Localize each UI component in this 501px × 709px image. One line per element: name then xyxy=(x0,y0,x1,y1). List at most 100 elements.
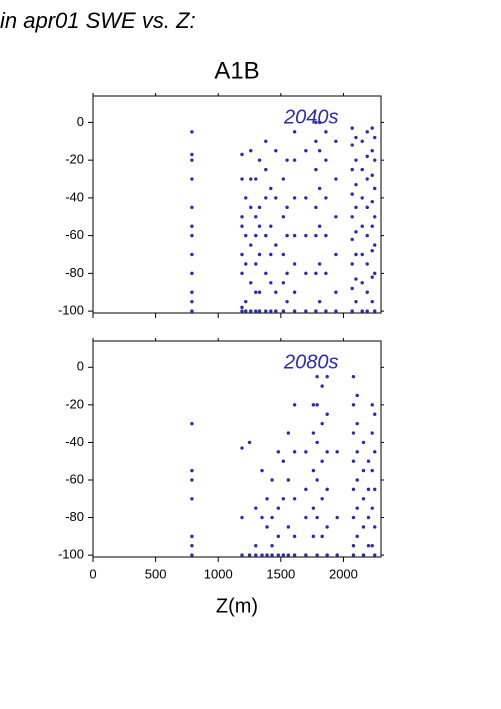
point xyxy=(370,544,374,548)
x-tick-label: 2000 xyxy=(329,566,358,581)
point xyxy=(354,135,358,140)
point xyxy=(373,412,377,416)
point xyxy=(314,205,318,210)
point xyxy=(254,215,258,219)
point xyxy=(373,309,377,313)
y-tick-label: 0 xyxy=(77,359,84,374)
point xyxy=(350,286,354,291)
point xyxy=(324,130,328,134)
point xyxy=(354,252,358,257)
point xyxy=(264,233,268,238)
point xyxy=(257,205,262,210)
point xyxy=(350,192,354,196)
point xyxy=(286,525,291,529)
point xyxy=(190,299,194,304)
point xyxy=(334,177,338,181)
point xyxy=(304,233,308,238)
point xyxy=(365,309,369,313)
point xyxy=(257,309,262,313)
point xyxy=(350,126,354,130)
point xyxy=(254,262,258,266)
point xyxy=(365,154,369,159)
point xyxy=(190,468,194,473)
point xyxy=(240,152,244,157)
point xyxy=(264,271,268,276)
point xyxy=(370,224,374,228)
point xyxy=(370,173,374,177)
point xyxy=(292,553,297,557)
plot-frame xyxy=(92,340,382,558)
point xyxy=(270,544,274,548)
point xyxy=(373,271,377,276)
point xyxy=(244,262,248,266)
point xyxy=(285,299,289,304)
point xyxy=(311,534,316,539)
point xyxy=(317,149,322,153)
point xyxy=(281,215,286,219)
point xyxy=(317,224,322,228)
point xyxy=(370,149,374,153)
point xyxy=(360,196,364,200)
point xyxy=(350,215,354,219)
point xyxy=(190,177,194,181)
point xyxy=(190,544,194,548)
x-tick-label: 0 xyxy=(89,566,96,581)
point xyxy=(315,403,319,407)
point xyxy=(249,309,253,313)
point xyxy=(315,553,319,557)
y-tick-label: -100 xyxy=(58,547,84,562)
point xyxy=(355,450,359,454)
point xyxy=(361,497,366,501)
x-tick-label: 1000 xyxy=(204,566,233,581)
point xyxy=(286,431,291,435)
point xyxy=(361,440,366,445)
point xyxy=(190,152,194,157)
point xyxy=(247,553,252,557)
point xyxy=(351,487,356,492)
point xyxy=(370,126,374,130)
scenario-title: A1B xyxy=(214,57,259,84)
y-tick-label: -20 xyxy=(65,152,84,167)
y-tick-label: -80 xyxy=(65,265,84,280)
y-tick-label: -100 xyxy=(58,303,84,318)
point xyxy=(269,224,273,228)
point xyxy=(373,243,377,247)
point xyxy=(265,525,269,529)
point xyxy=(324,233,328,238)
point xyxy=(285,158,289,162)
point xyxy=(314,139,318,143)
point xyxy=(351,544,356,548)
point xyxy=(334,215,338,219)
point xyxy=(257,252,262,257)
point xyxy=(265,497,269,501)
point xyxy=(244,233,248,238)
point xyxy=(274,309,278,313)
plot-frame xyxy=(92,95,382,314)
point xyxy=(292,290,297,294)
point xyxy=(304,196,308,200)
point xyxy=(317,186,322,191)
point xyxy=(264,196,268,200)
period-annotation: 2080s xyxy=(283,352,339,374)
point xyxy=(285,233,289,238)
point xyxy=(324,158,328,162)
point xyxy=(311,403,316,407)
point xyxy=(350,309,354,313)
point xyxy=(190,271,194,276)
point xyxy=(240,305,244,310)
point xyxy=(320,384,324,388)
point xyxy=(366,515,371,520)
point xyxy=(285,205,289,210)
point xyxy=(317,299,322,304)
point xyxy=(314,309,318,313)
point xyxy=(314,271,318,276)
point xyxy=(254,233,258,238)
point xyxy=(370,506,374,510)
point xyxy=(354,277,358,281)
point xyxy=(311,468,316,473)
point xyxy=(366,487,371,492)
point xyxy=(190,290,194,294)
point xyxy=(292,450,297,454)
point xyxy=(315,515,319,520)
